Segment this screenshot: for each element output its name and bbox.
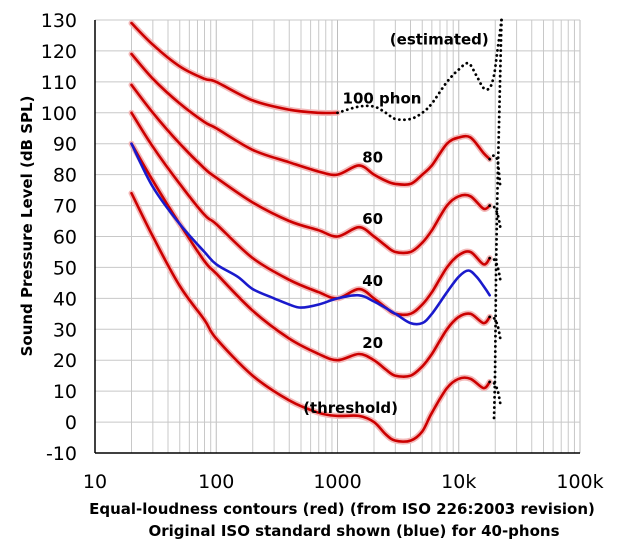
y-tick-label: 30 xyxy=(53,319,77,341)
y-tick-label: 60 xyxy=(53,227,77,249)
caption-line-2: Original ISO standard shown (blue) for 4… xyxy=(148,522,559,540)
curve-annotation: (estimated) xyxy=(390,31,489,49)
curve-annotations: (estimated) 100 phon 80 60 40 20 (threshold) xyxy=(303,31,489,417)
y-tick-label: 10 xyxy=(53,381,77,403)
y-tick-label: 40 xyxy=(53,288,77,310)
series-halo-100 xyxy=(128,20,341,117)
curve-annotation: 80 xyxy=(362,148,383,166)
series-line-upper-boundary xyxy=(492,18,503,424)
x-tick-label: 10 xyxy=(83,471,107,493)
curve-annotation: 60 xyxy=(362,210,383,228)
y-tick-label: 100 xyxy=(41,103,77,125)
y-tick-label: -10 xyxy=(46,443,77,465)
series-line-100-estimated xyxy=(336,18,503,122)
y-tick-label: 80 xyxy=(53,165,77,187)
tick-labels: -10 0 10 20 30 40 50 60 70 80 90 100 110 120 130 10 100 1… xyxy=(41,10,604,493)
series-line-80 xyxy=(130,52,491,187)
x-tick-label: 10k xyxy=(441,471,476,493)
series-line-60 xyxy=(130,83,491,255)
y-tick-label: 20 xyxy=(53,350,77,372)
curve-annotation: 100 phon xyxy=(343,90,422,108)
y-axis-label: Sound Pressure Level (dB SPL) xyxy=(18,96,36,357)
curve-annotation: (threshold) xyxy=(303,399,398,417)
y-tick-label: 130 xyxy=(41,10,77,32)
series-line-100 xyxy=(130,21,339,115)
y-tick-label: 90 xyxy=(53,134,77,156)
y-tick-label: 120 xyxy=(41,41,77,63)
y-tick-label: 0 xyxy=(65,412,77,434)
x-tick-label: 100k xyxy=(556,471,603,493)
series-line-original-iso-40 xyxy=(130,142,491,326)
y-tick-label: 110 xyxy=(41,72,77,94)
series-group xyxy=(128,18,503,445)
curve-annotation: 40 xyxy=(362,272,383,290)
series-line-threshold xyxy=(130,191,491,443)
series-line-40 xyxy=(130,111,491,317)
x-tick-label: 100 xyxy=(198,471,234,493)
curve-annotation: 20 xyxy=(362,334,383,352)
y-tick-label: 70 xyxy=(53,196,77,218)
y-tick-label: 50 xyxy=(53,257,77,279)
series-line-20 xyxy=(130,142,491,378)
caption-line-1: Equal-loudness contours (red) (from ISO … xyxy=(89,500,595,518)
axes-frame xyxy=(94,20,580,454)
x-tick-label: 1000 xyxy=(313,471,361,493)
